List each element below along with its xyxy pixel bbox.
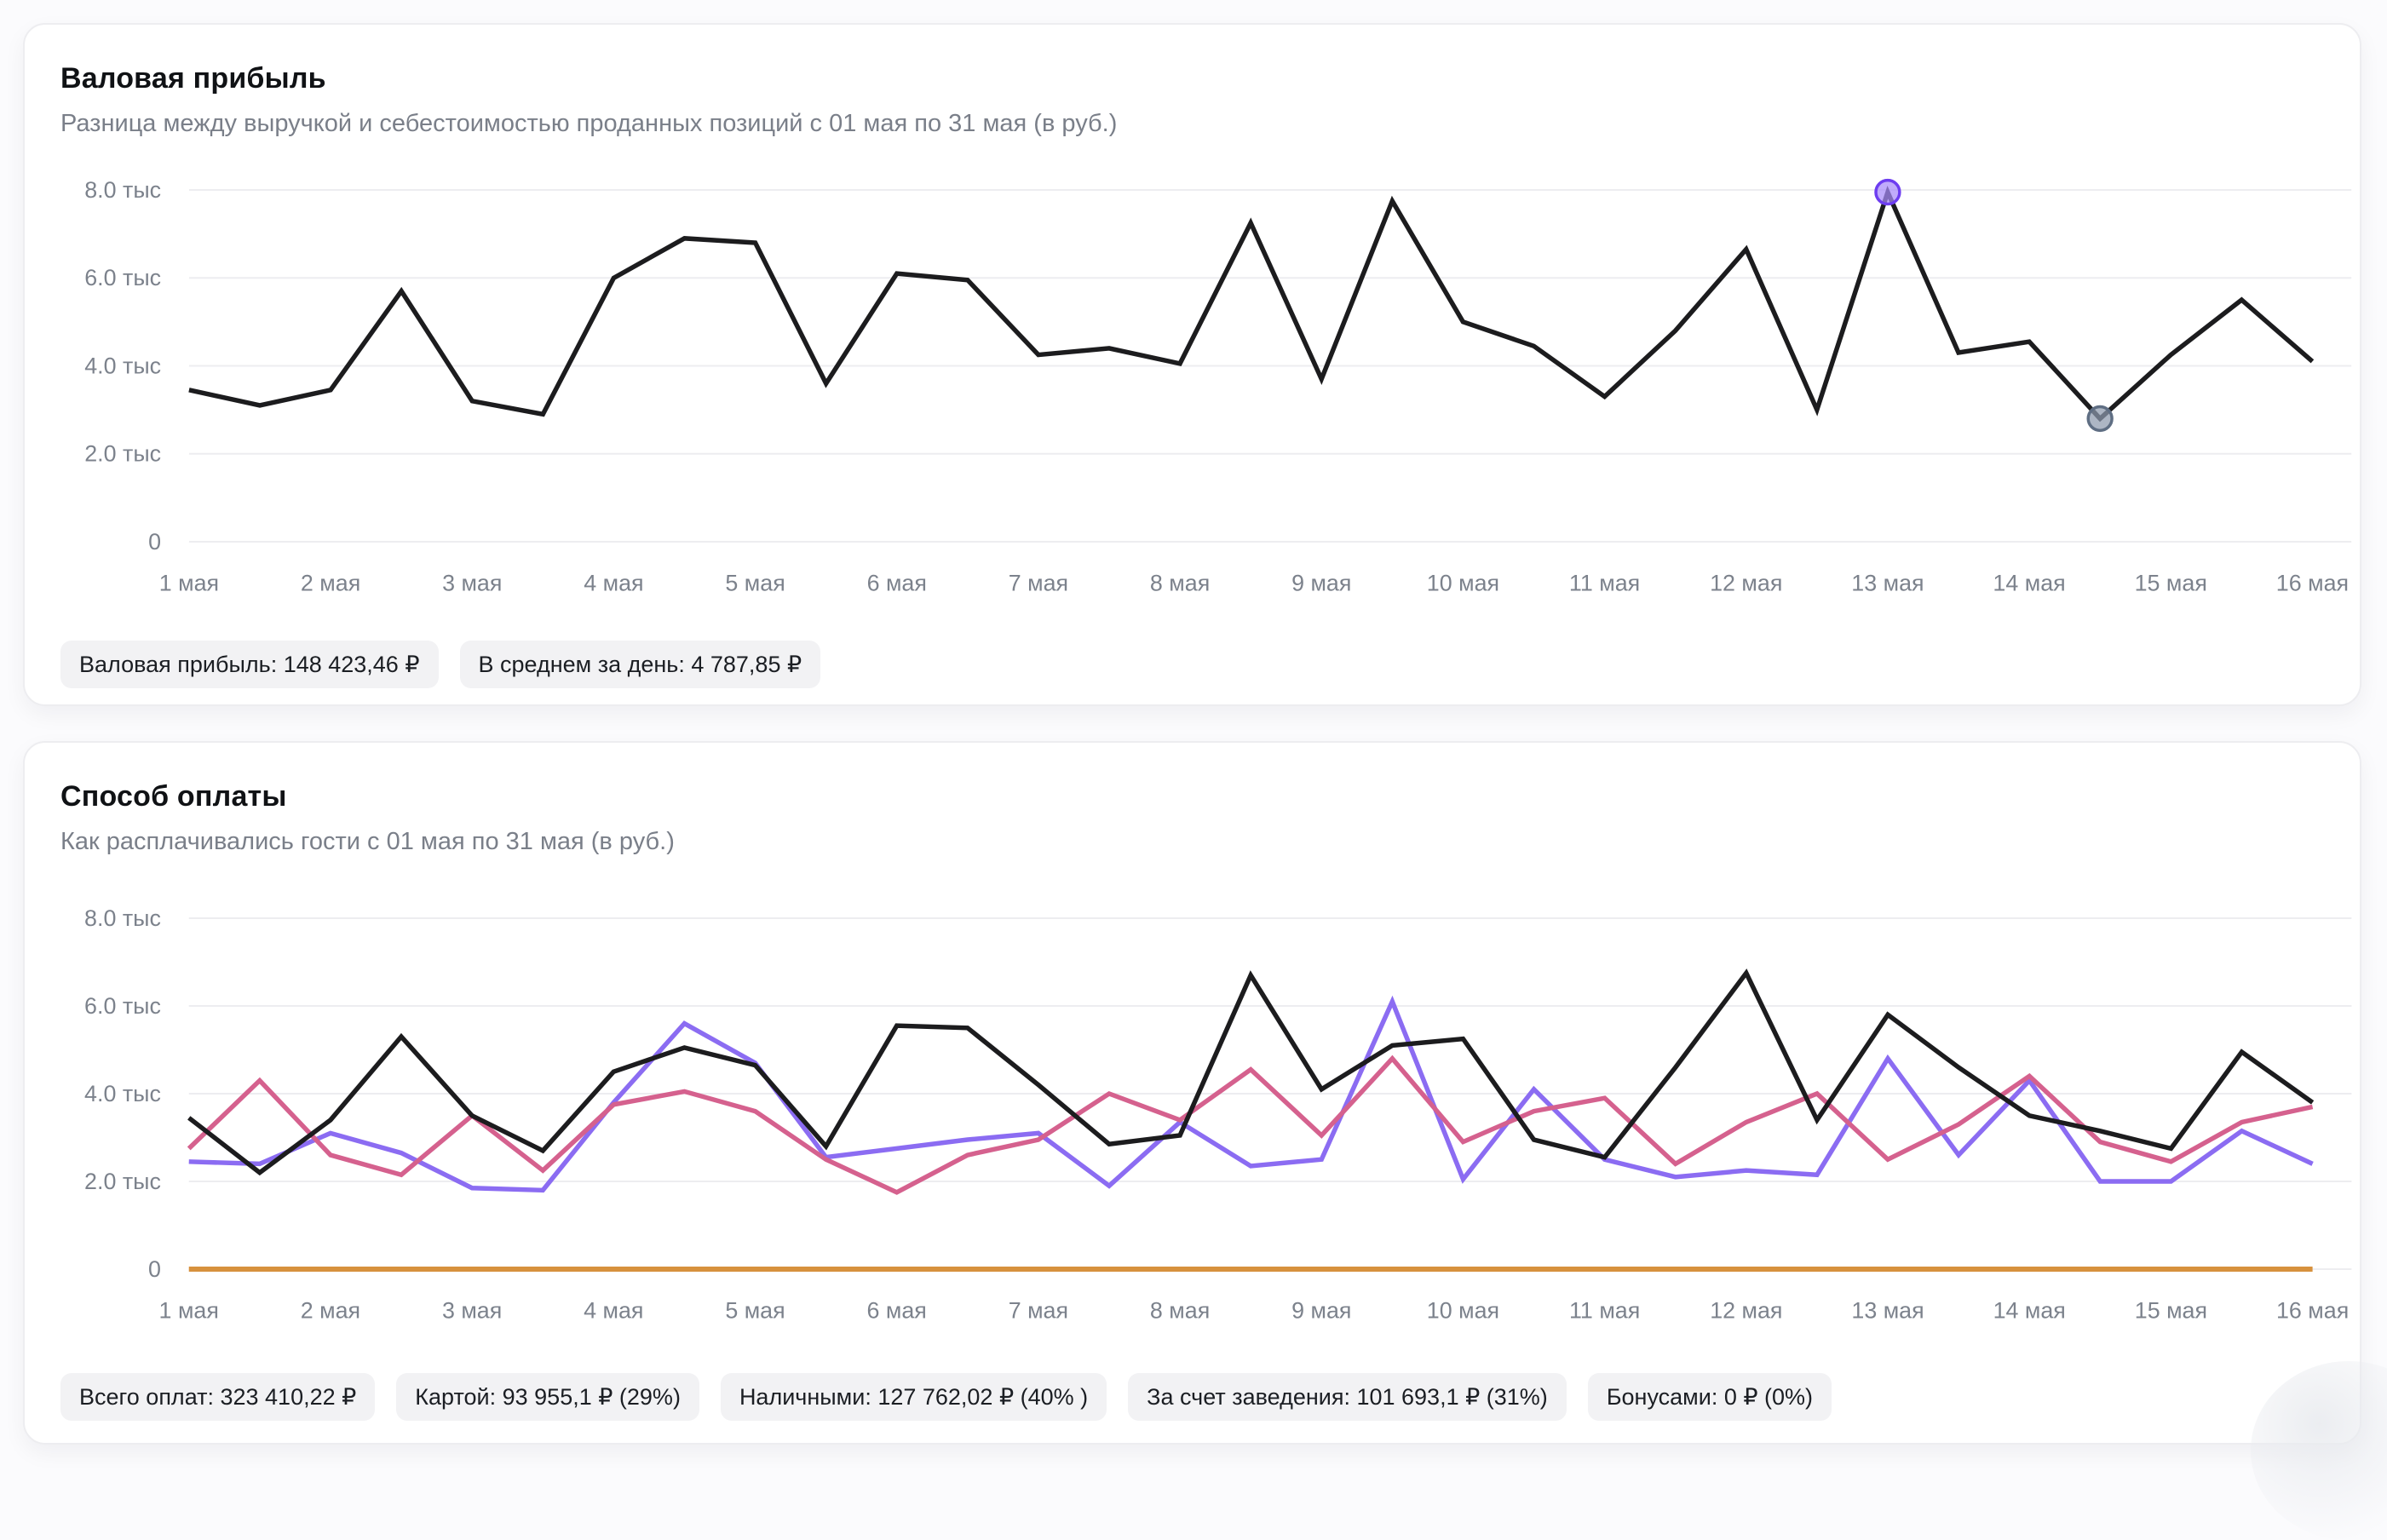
summary-badge: За счет заведения: 101 693,1 ₽ (31%) [1128, 1373, 1567, 1422]
x-axis-label: 1 мая [159, 571, 219, 596]
x-axis-label: 9 мая [1291, 571, 1351, 596]
x-axis-label: 1 мая [159, 1298, 219, 1324]
x-axis-label: 11 мая [1569, 571, 1640, 596]
highlighted-point[interactable] [1874, 178, 1901, 206]
x-axis-label: 10 мая [1427, 1298, 1499, 1324]
payment-method-card: 0 2.0 тыс 4.0 тыс 6.0 тыс 8.0 тыс 1 мая 2 мая 3… [23, 741, 2361, 1445]
gross-profit-badges: Валовая прибыль: 148 423,46 ₽ В среднем з… [60, 641, 821, 689]
x-axis-label: 14 мая [1993, 571, 2065, 596]
y-axis-label: 8.0 тыс [84, 177, 161, 203]
x-axis-label: 8 мая [1150, 571, 1210, 596]
y-axis-label: 0 [148, 1256, 161, 1282]
payment-method-badges: Всего оплат: 323 410,22 ₽ Картой: 93 955,… [60, 1373, 1832, 1422]
y-axis-label: 4.0 тыс [84, 353, 161, 378]
gross-profit-chart[interactable]: 0 2.0 тыс 4.0 тыс 6.0 тыс 8.0 тыс 1 мая 2 мая 3… [25, 25, 2363, 704]
summary-badge: Бонусами: 0 ₽ (0%) [1587, 1373, 1832, 1422]
x-axis-label: 15 мая [2135, 571, 2207, 596]
x-axis-label: 5 мая [725, 571, 785, 596]
x-axis-label: 11 мая [1569, 1298, 1640, 1324]
x-axis-label: 8 мая [1150, 1298, 1210, 1324]
x-axis-label: 16 мая [2276, 571, 2349, 596]
x-axis-label: 14 мая [1993, 1298, 2066, 1324]
payment-method-chart[interactable]: 0 2.0 тыс 4.0 тыс 6.0 тыс 8.0 тыс 1 мая 2 мая 3… [25, 743, 2363, 1443]
x-axis-label: 2 мая [301, 1298, 360, 1324]
y-axis-label: 8.0 тыс [84, 905, 161, 931]
x-axis-label: 6 мая [867, 571, 927, 596]
card-subtitle-payment-method: Как расплачивались гости с 01 мая по 31 … [60, 828, 675, 855]
x-axis-label: 2 мая [301, 571, 360, 596]
line-card [188, 995, 2314, 1193]
x-axis-label: 15 мая [2135, 1298, 2207, 1324]
card-subtitle-gross-profit: Разница между выручкой и себестоимостью … [60, 110, 1118, 137]
y-axis-label: 2.0 тыс [84, 1169, 161, 1194]
summary-badge: Всего оплат: 323 410,22 ₽ [60, 1373, 376, 1422]
y-axis-label: 6.0 тыс [84, 265, 161, 290]
line-house [187, 1054, 2314, 1195]
highlighted-point[interactable] [2086, 405, 2114, 433]
x-axis-label: 4 мая [584, 571, 643, 596]
gross-profit-card: 0 2.0 тыс 4.0 тыс 6.0 тыс 8.0 тыс 1 мая 2 мая 3… [23, 23, 2361, 706]
card-title-payment-method: Способ оплаты [60, 780, 287, 813]
x-axis-label: 3 мая [442, 571, 502, 596]
line-cash [187, 968, 2315, 1176]
summary-badge: В среднем за день: 4 787,85 ₽ [459, 641, 821, 689]
x-axis-label: 13 мая [1851, 1298, 1924, 1324]
x-axis-label: 7 мая [1009, 571, 1068, 596]
line-gross [188, 185, 2315, 422]
x-axis-label: 9 мая [1291, 1298, 1351, 1324]
y-axis-label: 2.0 тыс [84, 441, 161, 467]
card-title-gross-profit: Валовая прибыль [60, 62, 326, 95]
summary-badge: Наличными: 127 762,02 ₽ (40% ) [720, 1373, 1107, 1422]
summary-badge: Картой: 93 955,1 ₽ (29%) [396, 1373, 699, 1422]
x-axis-label: 3 мая [442, 1298, 502, 1324]
x-axis-label: 6 мая [867, 1298, 927, 1324]
x-axis-label: 16 мая [2276, 1298, 2349, 1324]
summary-badge: Валовая прибыль: 148 423,46 ₽ [60, 641, 439, 689]
x-axis-label: 12 мая [1710, 571, 1782, 596]
x-axis-label: 4 мая [584, 1298, 643, 1324]
x-axis-label: 12 мая [1710, 1298, 1782, 1324]
y-axis-label: 6.0 тыс [84, 993, 161, 1019]
x-axis-label: 10 мая [1427, 571, 1499, 596]
y-axis-label: 4.0 тыс [84, 1081, 161, 1106]
x-axis-label: 5 мая [725, 1298, 785, 1324]
y-axis-label: 0 [148, 529, 161, 555]
x-axis-label: 13 мая [1851, 571, 1924, 596]
x-axis-label: 7 мая [1009, 1298, 1068, 1324]
